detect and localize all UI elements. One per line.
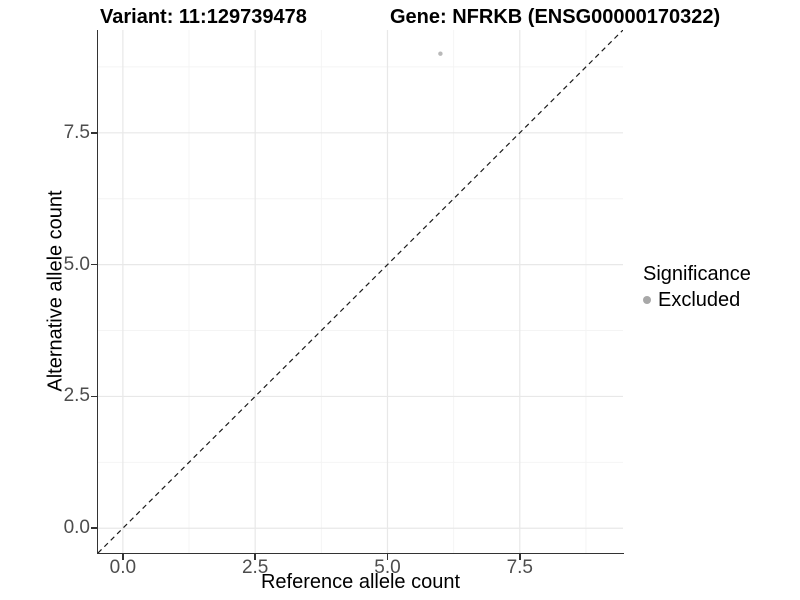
y-tick-mark bbox=[91, 395, 97, 398]
legend-title: Significance bbox=[643, 263, 751, 285]
legend-item-excluded: Excluded bbox=[643, 289, 751, 311]
x-tick-label: 0.0 bbox=[109, 557, 137, 578]
y-tick-label: 7.5 bbox=[63, 121, 90, 143]
gene-title: Gene: NFRKB (ENSG00000170322) bbox=[390, 6, 721, 28]
data-point bbox=[438, 51, 443, 56]
x-tick-mark bbox=[122, 554, 124, 560]
y-axis-line bbox=[96, 30, 98, 554]
x-tick-label: 5.0 bbox=[374, 557, 401, 578]
y-tick-mark bbox=[91, 263, 97, 266]
x-tick-mark bbox=[519, 554, 521, 560]
y-axis-title: Alternative allele count bbox=[44, 190, 67, 392]
excluded-point-icon bbox=[643, 296, 651, 304]
legend: Significance Excluded bbox=[643, 263, 751, 311]
legend-item-label: Excluded bbox=[658, 288, 741, 311]
x-tick-mark bbox=[254, 554, 256, 560]
x-tick-mark bbox=[386, 554, 389, 560]
x-axis-line bbox=[96, 552, 624, 554]
x-tick-label: 7.5 bbox=[506, 557, 533, 578]
x-axis-title: Reference allele count bbox=[260, 571, 460, 593]
identity-line bbox=[98, 30, 623, 553]
y-tick-mark bbox=[91, 527, 97, 529]
y-tick-label: 2.5 bbox=[63, 385, 90, 407]
y-tick-mark bbox=[91, 132, 97, 134]
plot-canvas bbox=[98, 30, 623, 553]
variant-title: Variant: 11:129739478 bbox=[100, 6, 307, 28]
plot-panel bbox=[98, 30, 623, 553]
y-tick-label: 5.0 bbox=[63, 253, 90, 275]
x-tick-label: 2.5 bbox=[241, 557, 269, 578]
y-tick-label: 0.0 bbox=[63, 517, 90, 539]
